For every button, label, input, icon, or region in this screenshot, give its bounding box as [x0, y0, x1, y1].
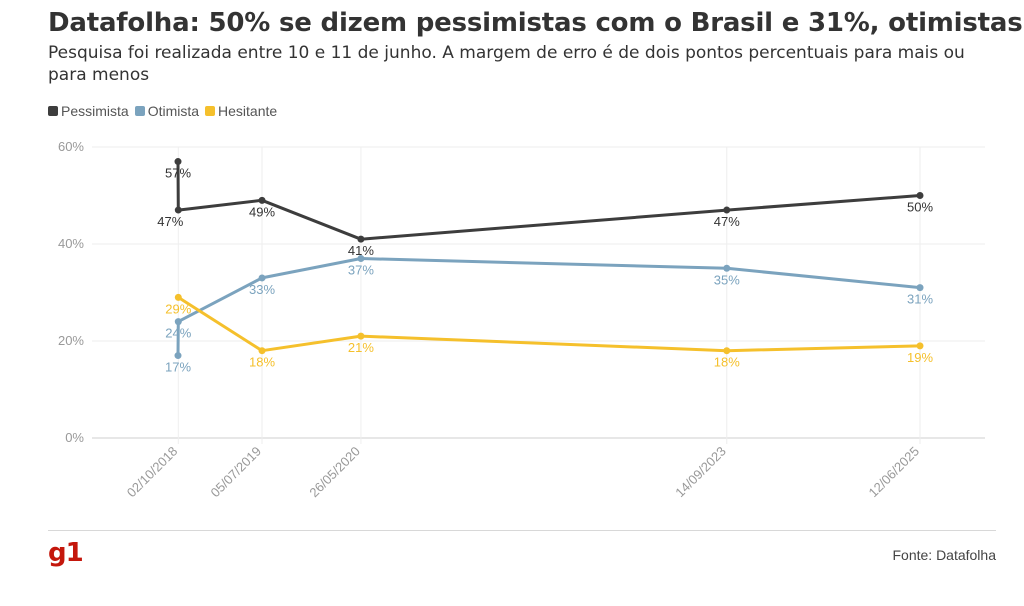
data-label-pessimista: 47% — [157, 214, 183, 229]
legend-item-otimista: Otimista — [134, 103, 200, 119]
line-chart: 0% 20% 40% 60% 02/10/2018 05/07/2019 26/05/202… — [58, 139, 985, 501]
source-note: Fonte: Datafolha — [892, 547, 996, 563]
legend-swatch-otimista — [134, 106, 145, 116]
data-label-otimista: 33% — [249, 282, 275, 297]
legend-item-pessimista: Pessimista — [48, 103, 129, 119]
data-label-hesitante: 29% — [165, 301, 191, 316]
legend-label-otimista: Otimista — [147, 103, 200, 119]
x-tick-label: 12/06/2025 — [865, 444, 922, 501]
x-tick-label: 05/07/2019 — [208, 444, 265, 501]
series-line-pessimista — [176, 161, 921, 241]
chart-subtitle: Pesquisa foi realizada entre 10 e 11 de … — [48, 43, 965, 85]
data-point-pessimista — [174, 158, 182, 166]
data-point-pessimista — [258, 196, 266, 204]
data-label-hesitante: 21% — [348, 340, 374, 355]
series-line-otimista — [176, 257, 921, 356]
data-label-otimista: 31% — [907, 292, 933, 307]
chart-title: Datafolha: 50% se dizem pessimistas com … — [48, 8, 1023, 38]
y-tick-label: 40% — [58, 236, 84, 251]
data-label-pessimista: 49% — [249, 204, 275, 219]
y-tick-label: 20% — [58, 333, 84, 348]
data-point-otimista — [723, 264, 731, 272]
legend-swatch-pessimista — [48, 106, 58, 116]
data-label-pessimista: 57% — [165, 166, 191, 181]
data-point-otimista — [916, 284, 924, 292]
data-label-hesitante: 18% — [249, 355, 275, 370]
x-tick-label: 02/10/2018 — [124, 444, 181, 501]
data-point-pessimista — [357, 235, 365, 243]
data-point-hesitante — [916, 342, 924, 350]
legend-item-hesitante: Hesitante — [205, 103, 277, 119]
data-point-otimista — [174, 352, 182, 360]
data-point-otimista — [357, 255, 365, 263]
data-label-pessimista: 50% — [907, 200, 933, 215]
data-label-pessimista: 47% — [714, 214, 740, 229]
legend-label-hesitante: Hesitante — [218, 103, 278, 119]
g1-logo: g1 — [48, 538, 84, 568]
data-point-otimista — [258, 274, 266, 282]
data-point-hesitante — [723, 347, 731, 355]
y-tick-label: 0% — [65, 430, 84, 445]
data-label-hesitante: 18% — [714, 355, 740, 370]
data-label-pessimista: 41% — [348, 243, 374, 258]
data-point-pessimista — [916, 192, 924, 199]
data-point-hesitante — [357, 332, 365, 340]
data-point-hesitante — [258, 347, 266, 355]
legend-swatch-hesitante — [205, 106, 216, 116]
footer-divider — [48, 530, 996, 531]
data-label-hesitante: 19% — [907, 350, 933, 365]
data-label-otimista: 17% — [165, 360, 191, 375]
data-point-otimista — [174, 318, 182, 326]
x-tick-label: 26/05/2020 — [306, 444, 363, 501]
y-tick-label: 60% — [58, 139, 84, 154]
series-line-hesitante — [177, 296, 921, 353]
x-tick-label: 14/09/2023 — [672, 444, 729, 501]
legend: Pessimista Otimista Hesitante — [48, 103, 277, 119]
data-point-pessimista — [174, 206, 182, 214]
data-point-hesitante — [174, 293, 182, 301]
legend-label-pessimista: Pessimista — [61, 103, 129, 119]
data-point-pessimista — [723, 206, 731, 214]
data-label-otimista: 37% — [348, 263, 374, 278]
data-label-otimista: 35% — [714, 272, 740, 287]
data-label-otimista: 24% — [165, 326, 191, 341]
